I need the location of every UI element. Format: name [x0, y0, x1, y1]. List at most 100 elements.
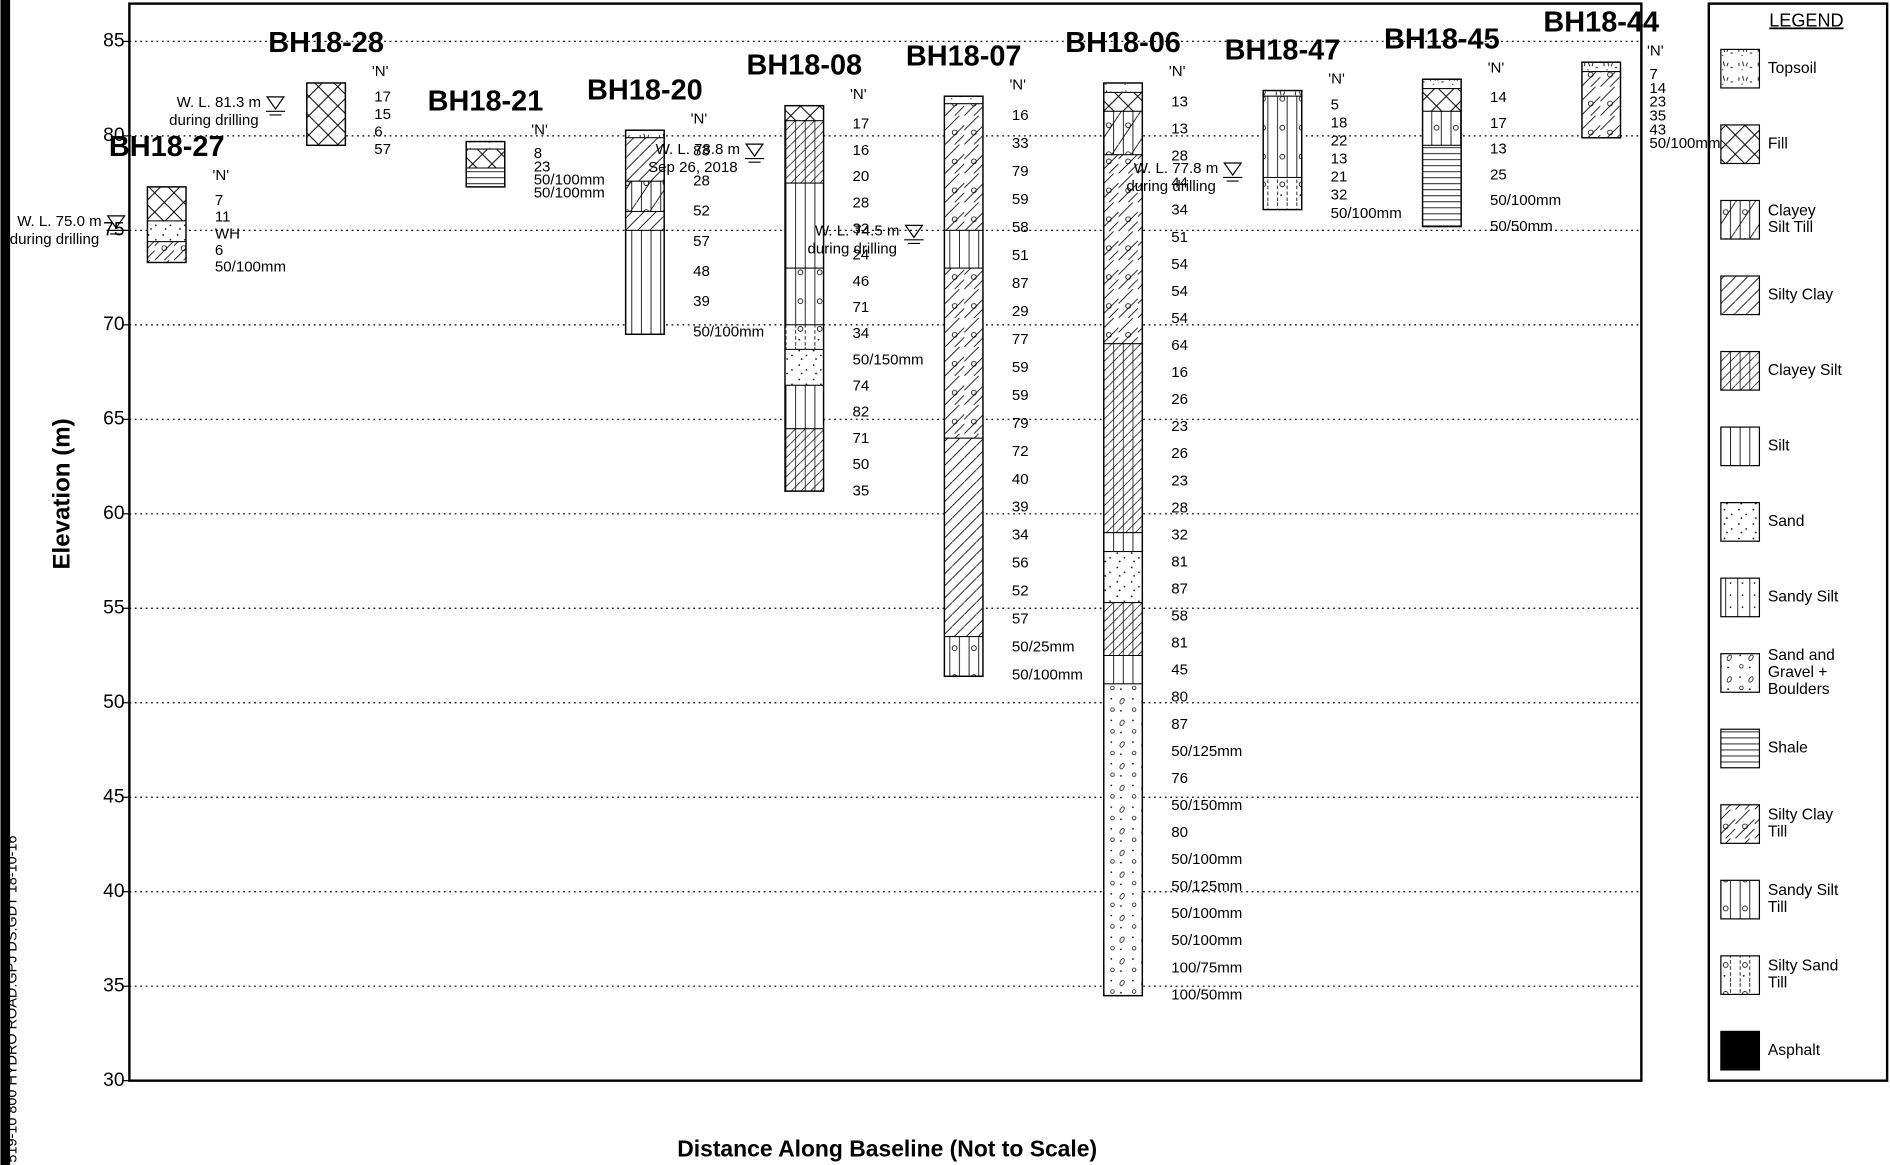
- n-value: 26: [1171, 391, 1188, 408]
- legend-label: Sandy Silt: [1768, 589, 1839, 606]
- n-value: 54: [1171, 283, 1188, 300]
- n-value: 50/100mm: [1331, 205, 1402, 222]
- soil-layer: [1263, 177, 1302, 209]
- legend-swatch: [1721, 880, 1760, 919]
- borehole-name: BH18-27: [109, 131, 225, 163]
- y-tick-label: 45: [103, 786, 124, 807]
- n-value: 57: [693, 233, 710, 250]
- n-value: 81: [1171, 553, 1188, 570]
- legend-label: Clayey Silt: [1768, 362, 1843, 379]
- n-value: 52: [1012, 583, 1029, 600]
- borehole-name: BH18-06: [1065, 27, 1181, 59]
- y-tick-label: 35: [103, 975, 124, 996]
- soil-layer: [1263, 91, 1302, 97]
- water-level-marker: [266, 97, 285, 115]
- n-header: 'N': [1009, 76, 1026, 93]
- soil-layer: [1104, 111, 1143, 154]
- legend-swatch: [1721, 503, 1760, 542]
- water-level-note: Sep 26, 2018: [648, 159, 738, 176]
- legend-swatch: [1721, 654, 1760, 693]
- n-value: 32: [1331, 187, 1348, 204]
- n-value: 13: [1171, 93, 1188, 110]
- legend-swatch: [1721, 729, 1760, 768]
- n-value: 25: [1490, 166, 1507, 183]
- n-value: 50/125mm: [1171, 878, 1242, 895]
- soil-layer: [785, 106, 824, 121]
- borehole-section: Elevation (m) Distance Along Baseline (N…: [0, 0, 1890, 1165]
- soil-layer: [1423, 79, 1462, 88]
- n-value: 57: [1012, 611, 1029, 628]
- n-value: 50/100mm: [693, 323, 764, 340]
- n-value: 50/50mm: [1490, 218, 1553, 235]
- legend-label: Fill: [1768, 135, 1788, 152]
- n-value: 13: [1331, 151, 1348, 168]
- n-value: 56: [1012, 555, 1029, 572]
- n-value: 50/25mm: [1012, 639, 1075, 656]
- n-value: 58: [1012, 219, 1029, 236]
- legend-swatch: [1721, 1031, 1760, 1070]
- soil-layer: [1263, 96, 1302, 177]
- soil-layer: [307, 83, 346, 145]
- n-value: 87: [1171, 716, 1188, 733]
- n-value: 50/100mm: [1490, 192, 1561, 209]
- soil-layer: [626, 230, 665, 334]
- y-tick-label: 50: [103, 692, 124, 713]
- n-value: 100/75mm: [1171, 959, 1242, 976]
- n-value: 32: [1171, 526, 1188, 543]
- n-value: 20: [852, 168, 869, 185]
- soil-layer: [1104, 533, 1143, 552]
- n-value: 17: [374, 89, 391, 106]
- soil-layer: [785, 121, 824, 183]
- y-tick-label: 55: [103, 597, 124, 618]
- legend-swatch: [1721, 578, 1760, 617]
- n-value: 46: [852, 273, 869, 290]
- legend-label: Silt: [1768, 438, 1790, 455]
- legend-swatch: [1721, 49, 1760, 88]
- legend-label: Topsoil: [1768, 60, 1817, 77]
- n-value: 50/100mm: [215, 258, 286, 275]
- legend-swatch: [1721, 125, 1760, 164]
- n-header: 'N': [372, 63, 389, 80]
- water-level-note: during drilling: [1126, 178, 1216, 195]
- n-value: 50/100mm: [534, 185, 605, 202]
- n-value: 54: [1171, 256, 1188, 273]
- legend-label: Sand: [1768, 513, 1805, 530]
- soil-layer: [466, 142, 505, 150]
- soil-layer: [785, 429, 824, 491]
- soil-layer: [944, 96, 983, 104]
- n-value: 51: [1012, 247, 1029, 264]
- n-value: 50/100mm: [1649, 135, 1720, 152]
- borehole-name: BH18-45: [1384, 23, 1500, 55]
- n-value: 6: [215, 242, 223, 259]
- n-value: 23: [1171, 472, 1188, 489]
- n-value: 87: [1171, 580, 1188, 597]
- legend-swatch: [1721, 200, 1760, 239]
- n-value: 50/150mm: [1171, 797, 1242, 814]
- soil-layer: [1104, 344, 1143, 533]
- n-value: 80: [1171, 689, 1188, 706]
- borehole-name: BH18-08: [746, 50, 862, 82]
- water-level-label: W. L. 75.0 m: [17, 213, 101, 230]
- soil-layer: [944, 268, 983, 438]
- borehole-name: BH18-07: [906, 40, 1022, 72]
- soil-layer: [626, 211, 665, 230]
- soil-layer: [147, 242, 186, 263]
- n-value: 21: [1331, 169, 1348, 186]
- n-value: 13: [1490, 141, 1507, 158]
- n-value: 79: [1012, 415, 1029, 432]
- soil-layer: [1104, 83, 1143, 92]
- borehole-name: BH18-28: [268, 27, 384, 59]
- n-header: 'N': [213, 167, 230, 184]
- soil-layer: [147, 187, 186, 221]
- y-tick-label: 60: [103, 503, 124, 524]
- n-value: 35: [852, 482, 869, 499]
- n-value: 50/150mm: [852, 351, 923, 368]
- n-value: 58: [1171, 608, 1188, 625]
- y-tick-label: 65: [103, 408, 124, 429]
- n-value: 50/125mm: [1171, 743, 1242, 760]
- n-value: 6: [374, 123, 382, 140]
- legend-label: Shale: [1768, 740, 1808, 757]
- n-value: 14: [1490, 89, 1507, 106]
- n-value: 81: [1171, 635, 1188, 652]
